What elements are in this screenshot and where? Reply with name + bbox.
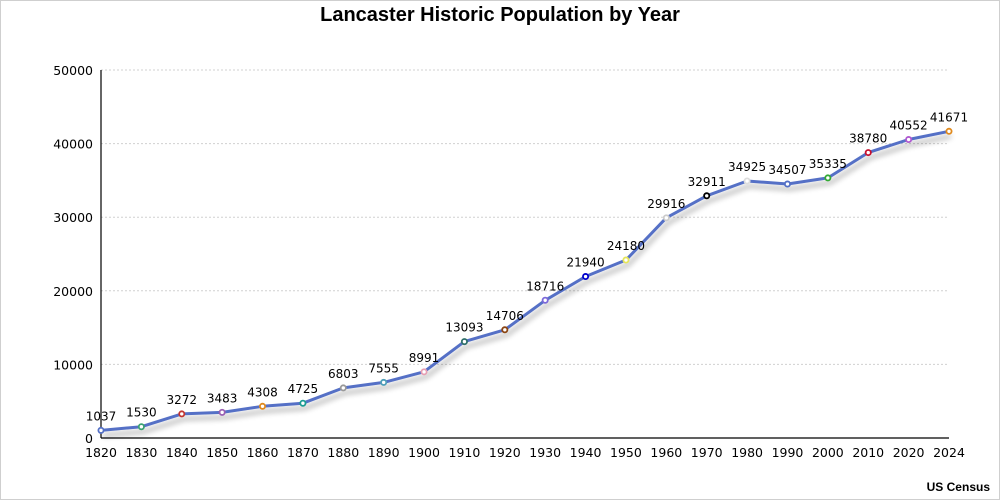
data-label: 29916 xyxy=(647,197,685,211)
x-tick-label: 2000 xyxy=(812,445,844,460)
x-tick-label: 1860 xyxy=(247,445,279,460)
data-label: 32911 xyxy=(688,175,726,189)
chart-title: Lancaster Historic Population by Year xyxy=(320,4,680,26)
data-point xyxy=(864,149,872,157)
data-label: 18716 xyxy=(526,279,564,293)
x-tick-label: 1820 xyxy=(85,445,117,460)
source-label: US Census xyxy=(926,480,990,494)
data-point xyxy=(501,326,509,334)
y-tick-label: 0 xyxy=(85,431,93,446)
data-label: 1037 xyxy=(86,409,117,423)
data-point xyxy=(783,180,791,188)
x-tick-labels: 1820 1830 1840 1850 1860 1870 1880 1890 1900 1910… xyxy=(85,445,965,460)
data-point xyxy=(299,399,307,407)
data-point xyxy=(824,174,832,182)
x-tick-label: 1970 xyxy=(691,445,723,460)
x-tick-label: 2010 xyxy=(852,445,884,460)
data-label: 3483 xyxy=(207,391,238,405)
x-tick-label: 2020 xyxy=(893,445,925,460)
x-tick-label: 1940 xyxy=(570,445,602,460)
data-label: 41671 xyxy=(930,110,968,124)
data-point xyxy=(703,192,711,200)
data-point xyxy=(420,368,428,376)
axes xyxy=(100,70,949,439)
data-label: 21940 xyxy=(566,256,604,270)
data-point xyxy=(743,177,751,185)
data-label: 8991 xyxy=(409,351,440,365)
data-point xyxy=(662,214,670,222)
data-point xyxy=(460,338,468,346)
data-point xyxy=(218,408,226,416)
data-label: 6803 xyxy=(328,367,359,381)
data-point xyxy=(339,384,347,392)
data-point xyxy=(259,402,267,410)
x-tick-label: 1980 xyxy=(731,445,763,460)
data-markers xyxy=(97,127,953,434)
x-tick-label: 1890 xyxy=(368,445,400,460)
y-tick-label: 40000 xyxy=(53,137,93,152)
data-label: 24180 xyxy=(607,239,645,253)
data-label: 34925 xyxy=(728,160,766,174)
y-tick-labels: 0 10000 20000 30000 40000 50000 xyxy=(53,63,93,446)
data-label: 13093 xyxy=(445,321,483,335)
x-tick-label: 1950 xyxy=(610,445,642,460)
x-tick-label: 2024 xyxy=(933,445,965,460)
data-point xyxy=(178,410,186,418)
data-label: 34507 xyxy=(768,163,806,177)
series-line xyxy=(100,129,950,432)
grid-lines xyxy=(101,69,949,365)
data-point xyxy=(541,296,549,304)
y-tick-label: 20000 xyxy=(53,284,93,299)
y-tick-label: 10000 xyxy=(53,357,93,372)
x-tick-label: 1900 xyxy=(408,445,440,460)
x-tick-label: 1910 xyxy=(449,445,481,460)
x-tick-label: 1870 xyxy=(287,445,319,460)
data-label: 38780 xyxy=(849,132,887,146)
series-population xyxy=(100,129,950,432)
data-label: 40552 xyxy=(890,119,928,133)
x-tick-label: 1830 xyxy=(125,445,157,460)
data-label: 3272 xyxy=(166,393,197,407)
x-tick-label: 1990 xyxy=(772,445,804,460)
data-label: 1530 xyxy=(126,406,157,420)
data-label: 4308 xyxy=(247,385,278,399)
data-point xyxy=(945,127,953,135)
data-labels: 1037 1530 3272 3483 4308 4725 6803 7555 8991 1309… xyxy=(86,110,968,423)
x-tick-label: 1840 xyxy=(166,445,198,460)
x-tick-label: 1850 xyxy=(206,445,238,460)
data-point xyxy=(380,378,388,386)
data-label: 7555 xyxy=(368,361,399,375)
x-tick-label: 1920 xyxy=(489,445,521,460)
data-point xyxy=(97,426,105,434)
data-point xyxy=(582,273,590,281)
data-point xyxy=(137,423,145,431)
x-tick-label: 1930 xyxy=(529,445,561,460)
data-label: 14706 xyxy=(486,309,524,323)
data-label: 4725 xyxy=(288,382,319,396)
x-tick-label: 1880 xyxy=(327,445,359,460)
y-tick-label: 30000 xyxy=(53,210,93,225)
data-point xyxy=(905,136,913,144)
data-label: 35335 xyxy=(809,157,847,171)
x-tick-label: 1960 xyxy=(650,445,682,460)
y-tick-label: 50000 xyxy=(53,63,93,78)
data-point xyxy=(622,256,630,264)
